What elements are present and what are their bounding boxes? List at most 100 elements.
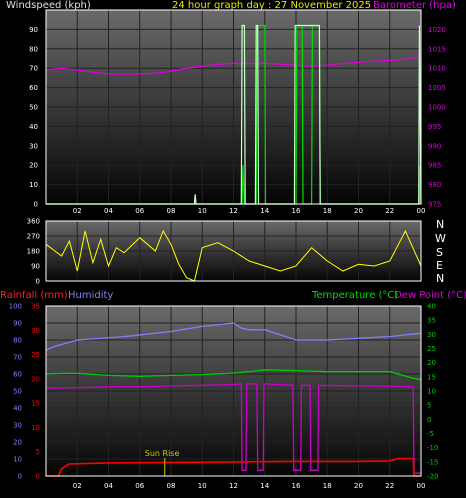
chart-title: 24 hour graph day : 27 November 2025: [172, 0, 372, 11]
time-tick-label: 06: [135, 207, 144, 215]
axis-tick-label: 60: [29, 84, 38, 92]
direction-panel-series: [45, 229, 422, 282]
axis-tick-label: 1005: [428, 84, 446, 92]
axis-tick-label: 5: [36, 448, 40, 456]
axis-tick-label: -20: [427, 473, 438, 481]
rainfall-line: [46, 457, 421, 477]
temp-panel-frame: [45, 305, 422, 477]
axis-tick-label: 0: [34, 201, 38, 209]
axis-tick-label: 70: [29, 65, 38, 73]
barometer-axis-label: Barometer (hpa): [373, 0, 456, 11]
direction-axis-ticks: 0 90 180 270 360: [27, 218, 40, 286]
axis-tick-label: 180: [27, 248, 40, 256]
wind-panel-time-ticks: 02 04 06 08 10 12 14 16 18 20 22 00: [73, 207, 426, 215]
axis-tick-label: 990: [428, 142, 441, 150]
dew-point-line: [45, 383, 421, 474]
axis-tick-label: 20: [29, 162, 38, 170]
time-tick-label: 16: [292, 207, 301, 215]
axis-tick-label: 270: [27, 233, 40, 241]
direction-panel-frame: [45, 220, 422, 282]
axis-tick-label: 1020: [428, 26, 446, 34]
time-tick-label: 12: [229, 207, 238, 215]
compass-w: W: [435, 232, 446, 245]
axis-tick-label: 40: [427, 303, 436, 311]
axis-tick-label: -10: [427, 444, 438, 452]
humidity-line: [45, 322, 422, 351]
time-tick-label: 18: [323, 482, 332, 490]
axis-tick-label: 1015: [428, 45, 446, 53]
axis-tick-label: 360: [27, 218, 40, 226]
time-tick-label: 08: [167, 207, 176, 215]
axis-tick-label: 90: [31, 263, 40, 271]
wind-axis-ticks: 0 10 20 30 40 50 60 70 80 90: [29, 26, 38, 209]
time-tick-label: 10: [198, 482, 207, 490]
axis-tick-label: 15: [427, 373, 436, 381]
axis-tick-label: 70: [13, 354, 22, 362]
time-tick-label: 22: [385, 207, 394, 215]
axis-tick-label: 20: [31, 375, 40, 383]
axis-tick-label: 80: [29, 45, 38, 53]
axis-tick-label: 985: [428, 162, 441, 170]
time-tick-label: 08: [167, 482, 176, 490]
time-tick-label: 22: [385, 482, 394, 490]
wind-panel-frame: [45, 9, 422, 205]
axis-tick-label: 10: [31, 424, 40, 432]
wind-direction-line: [45, 229, 422, 282]
axis-tick-label: 40: [29, 123, 38, 131]
axis-tick-label: 35: [427, 317, 436, 325]
axis-tick-label: 995: [428, 123, 441, 131]
axis-tick-label: 20: [13, 439, 22, 447]
axis-tick-label: -5: [427, 430, 434, 438]
barometer-line: [45, 55, 422, 75]
rain-axis-ticks: 0 5 10 15 20 25 30 35: [31, 303, 40, 481]
time-tick-label: 20: [354, 482, 363, 490]
axis-tick-label: 980: [428, 181, 441, 189]
axis-tick-label: 90: [13, 320, 22, 328]
axis-tick-label: 35: [31, 303, 40, 311]
axis-tick-label: 90: [29, 26, 38, 34]
humidity-axis-ticks: 0 10 20 30 40 50 60 70 80 90 100: [9, 303, 22, 481]
compass-e: E: [436, 259, 443, 272]
axis-tick-label: 50: [13, 388, 22, 396]
axis-tick-label: 10: [29, 181, 38, 189]
barometer-axis-ticks: 975 980 985 990 995 1000 1005 1010 1015 1020: [428, 26, 446, 209]
compass-n-top: N: [436, 218, 445, 231]
axis-tick-label: 100: [9, 303, 22, 311]
sunrise-label: Sun Rise: [145, 449, 180, 458]
axis-tick-label: 0: [36, 278, 40, 286]
axis-tick-label: 975: [428, 201, 441, 209]
axis-tick-label: 30: [427, 331, 436, 339]
axis-tick-label: 25: [427, 345, 436, 353]
axis-tick-label: 60: [13, 371, 22, 379]
axis-tick-label: 15: [31, 400, 40, 408]
time-tick-label: 04: [104, 482, 113, 490]
time-tick-label: 06: [135, 482, 144, 490]
axis-tick-label: 50: [29, 104, 38, 112]
time-tick-label: 04: [104, 207, 113, 215]
time-tick-label: 00: [417, 207, 426, 215]
axis-tick-label: 20: [427, 359, 436, 367]
compass-s: S: [436, 246, 443, 259]
time-tick-label: 20: [354, 207, 363, 215]
time-tick-label: 10: [198, 207, 207, 215]
axis-tick-label: -15: [427, 458, 438, 466]
rainfall-axis-label: Rainfall (mm): [0, 290, 68, 301]
axis-tick-label: 40: [13, 405, 22, 413]
temperature-line: [45, 369, 422, 381]
axis-tick-label: 0: [18, 473, 22, 481]
time-tick-label: 00: [417, 482, 426, 490]
humidity-axis-label: Humidity: [68, 290, 114, 301]
axis-tick-label: 25: [31, 351, 40, 359]
axis-tick-label: 10: [427, 388, 436, 396]
axis-tick-label: 30: [31, 327, 40, 335]
axis-tick-label: 0: [36, 473, 40, 481]
axis-tick-label: 5: [427, 402, 431, 410]
axis-tick-label: 1010: [428, 65, 446, 73]
wind-axis-label: Windspeed (kph): [6, 0, 91, 11]
axis-tick-label: 30: [13, 422, 22, 430]
temp-panel-series: [45, 322, 422, 477]
axis-tick-label: 80: [13, 337, 22, 345]
dew-point-axis-label: Dew Point (°C): [394, 290, 466, 301]
time-tick-label: 14: [260, 207, 269, 215]
